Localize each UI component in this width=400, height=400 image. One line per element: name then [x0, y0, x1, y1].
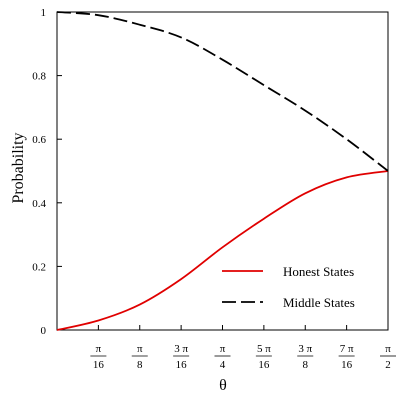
y-tick-label: 0.4 — [32, 198, 46, 210]
x-tick-label: π 16 — [90, 343, 107, 371]
x-tick-denominator: 8 — [137, 359, 143, 371]
y-tick-label: 0.2 — [32, 261, 46, 273]
series-line-honest-states — [56, 170, 389, 331]
legend-label-middle-states: Middle States — [283, 295, 355, 310]
x-tick-denominator: 16 — [176, 359, 188, 371]
series-layer — [56, 11, 389, 331]
x-tick-numerator: 5 π — [257, 343, 271, 355]
y-tick-label: 0.8 — [32, 71, 46, 83]
y-tick-label: 1 — [41, 7, 47, 19]
series-line-middle-states — [56, 11, 389, 172]
x-tick-numerator: 3 π — [298, 343, 312, 355]
x-tick-label: π2 — [380, 343, 396, 371]
x-tick-numerator: π — [385, 343, 391, 355]
x-tick-numerator: 7 π — [340, 343, 354, 355]
x-tick-label: π8 — [131, 343, 148, 371]
x-tick-denominator: 8 — [303, 359, 309, 371]
x-tick-label: 5 π16 — [255, 343, 272, 371]
x-tick-denominator: 16 — [258, 359, 270, 371]
x-tick-label: 7 π16 — [338, 343, 355, 371]
x-tick-label: π4 — [214, 343, 231, 371]
x-axis-label: θ — [219, 377, 227, 394]
legend: Honest States Middle States — [222, 264, 355, 310]
x-tick-denominator: 2 — [385, 359, 391, 371]
x-tick-denominator: 16 — [93, 359, 105, 371]
y-axis-label: Probability — [10, 132, 27, 203]
x-tick-numerator: 3 π — [174, 343, 188, 355]
y-tick-label: 0.6 — [32, 134, 46, 146]
y-axis: 0 0.2 0.4 0.6 0.8 1 — [32, 7, 62, 337]
y-tick-label: 0 — [41, 325, 47, 337]
x-tick-numerator: π — [137, 343, 143, 355]
x-tick-numerator: π — [96, 343, 102, 355]
x-tick-denominator: 4 — [220, 359, 226, 371]
x-tick-numerator: π — [220, 343, 226, 355]
x-tick-denominator: 16 — [341, 359, 353, 371]
legend-label-honest-states: Honest States — [283, 264, 354, 279]
x-tick-label: 3 π8 — [297, 343, 314, 371]
x-tick-label: 3 π16 — [173, 343, 190, 371]
